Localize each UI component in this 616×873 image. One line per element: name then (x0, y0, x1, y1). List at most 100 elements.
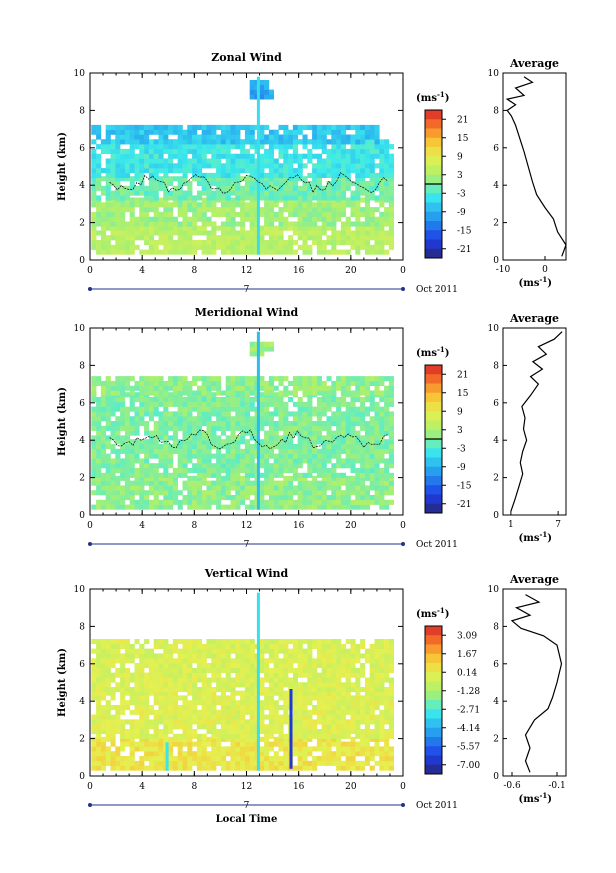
heatmap-cell (345, 495, 351, 501)
heatmap-cell (201, 385, 207, 391)
heatmap-cell (336, 144, 342, 150)
heatmap-cell (139, 390, 145, 396)
heatmap-cell (244, 480, 250, 486)
heatmap-cell (350, 667, 356, 673)
heatmap-cell (256, 188, 260, 194)
heatmap-cell (364, 244, 370, 250)
heatmap-cell (249, 416, 255, 422)
heatmap-cell (388, 416, 394, 422)
heatmap-cell (187, 439, 193, 445)
heatmap-cell (256, 341, 260, 347)
colorbar-tick-label: 3 (457, 171, 463, 181)
heatmap-cell (134, 690, 140, 696)
heatmap-cell (139, 468, 145, 474)
heatmap-cell (206, 504, 212, 510)
heatmap-cell (124, 485, 130, 491)
heatmap-cell (278, 144, 284, 150)
heatmap-cell (388, 453, 394, 459)
heatmap-cell (288, 430, 294, 436)
heatmap-cell (312, 176, 318, 182)
heatmap-cell (331, 202, 337, 208)
heatmap-cell (283, 163, 289, 169)
heatmap-cell (105, 667, 111, 673)
heatmap-cell (105, 240, 111, 246)
heatmap-cell (268, 453, 274, 459)
heatmap-cell (340, 249, 346, 255)
heatmap-cell (177, 416, 183, 422)
heatmap-cell (278, 397, 284, 403)
heatmap-cell (220, 736, 226, 742)
heatmap-cell (316, 144, 322, 150)
heatmap-cell (144, 144, 150, 150)
heatmap-cell (240, 453, 246, 459)
heatmap-cell (297, 760, 303, 766)
unit-exponent: -1 (437, 345, 445, 354)
heatmap-cell (326, 240, 332, 246)
heatmap-cell (148, 207, 154, 213)
heatmap-cell (379, 724, 385, 730)
heatmap-cell (120, 472, 126, 478)
heatmap-cell (177, 448, 183, 454)
heatmap-cell (384, 216, 390, 222)
heatmap-cell (182, 700, 188, 706)
heatmap-cell (168, 499, 174, 505)
heatmap-cell (283, 376, 289, 382)
heatmap-cell (201, 667, 207, 673)
heatmap-cell (316, 458, 322, 464)
heatmap-cell (292, 181, 298, 187)
heatmap-cell (259, 714, 265, 720)
x-tick-label: 16 (293, 266, 305, 276)
heatmap-cell (345, 453, 351, 459)
heatmap-cell (225, 504, 231, 510)
heatmap-cell (192, 390, 198, 396)
heatmap-cell (139, 677, 145, 683)
heatmap-cell (249, 490, 255, 496)
heatmap-cell (384, 480, 390, 486)
heatmap-cell (172, 760, 178, 766)
y-tick-label: 8 (79, 106, 85, 116)
heatmap-cell (259, 249, 265, 255)
heatmap-cell (302, 421, 308, 427)
heatmap-cell (187, 733, 193, 739)
heatmap-cell (139, 202, 145, 208)
heatmap-cell (230, 700, 236, 706)
heatmap-cell (192, 176, 198, 182)
heatmap-cell (326, 221, 332, 227)
heatmap-cell (100, 190, 106, 196)
heatmap-cell (235, 124, 241, 130)
heatmap-cell (326, 687, 332, 693)
heatmap-cell (360, 168, 366, 174)
heatmap-cell (278, 444, 284, 450)
heatmap-cell (139, 385, 145, 391)
heatmap-cell (249, 453, 255, 459)
heatmap-cell (278, 453, 284, 459)
heatmap-cell (369, 475, 375, 481)
heatmap-cell (307, 765, 313, 771)
heatmap-cell (268, 495, 274, 501)
heatmap-cell (134, 380, 140, 386)
heatmap-cell (158, 733, 164, 739)
heatmap-cell (302, 756, 308, 762)
heatmap-cell (196, 714, 202, 720)
heatmap-cell (105, 485, 111, 491)
heatmap-cell (153, 682, 159, 688)
heatmap-cell (134, 499, 140, 505)
heatmap-cell (369, 144, 375, 150)
heatmap-cell (96, 719, 102, 725)
heatmap-cell (124, 687, 130, 693)
heatmap-cell (216, 235, 222, 241)
heatmap-cell (360, 207, 366, 213)
heatmap-cell (168, 249, 174, 255)
heatmap-cell (225, 207, 231, 213)
heatmap-cell (144, 148, 150, 154)
heatmap-cell (283, 741, 289, 747)
heatmap-cell (216, 211, 222, 217)
heatmap-cell (326, 211, 332, 217)
heatmap-cell (268, 472, 274, 478)
heatmap-cell (268, 439, 274, 445)
heatmap-cell (192, 700, 198, 706)
heatmap-cell (120, 687, 126, 693)
heatmap-cell (216, 139, 222, 145)
heatmap-cell (336, 406, 342, 412)
heatmap-cell (321, 733, 327, 739)
